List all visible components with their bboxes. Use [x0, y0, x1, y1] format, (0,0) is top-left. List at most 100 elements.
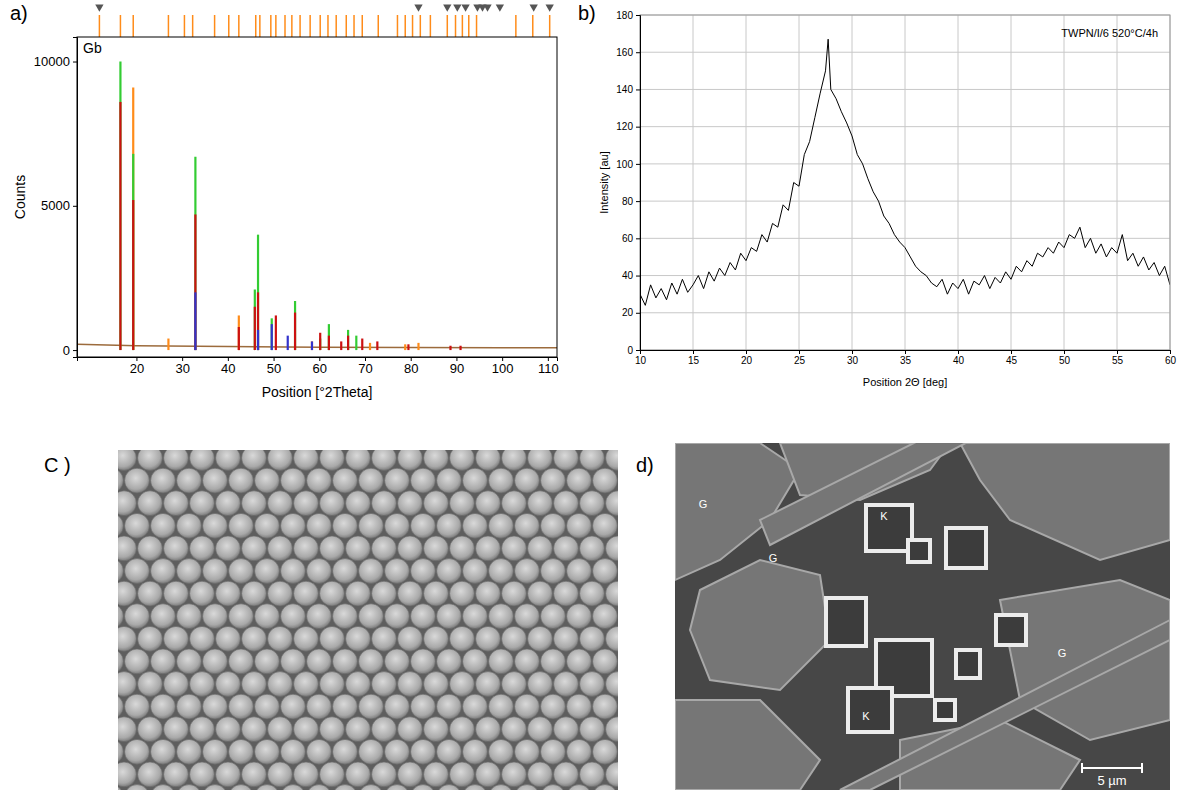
- sphere: [606, 536, 618, 561]
- sphere: [203, 468, 228, 493]
- sphere: [203, 739, 228, 764]
- peak-stem: [355, 336, 357, 350]
- crystal: [826, 598, 866, 646]
- grid-line: [905, 15, 906, 350]
- sphere: [346, 450, 371, 470]
- sphere: [177, 513, 202, 538]
- sphere: [554, 491, 579, 516]
- sphere: [255, 468, 280, 493]
- sphere: [294, 717, 319, 742]
- sphere: [190, 626, 215, 651]
- sphere: [554, 717, 579, 742]
- sphere: [307, 649, 332, 674]
- sphere: [229, 468, 254, 493]
- reference-tick: [412, 15, 414, 37]
- sphere: [294, 762, 319, 787]
- tick: 10: [635, 350, 647, 366]
- sphere: [463, 513, 488, 538]
- sphere: [528, 672, 553, 697]
- y-axis-title: Intensity [au]: [598, 151, 610, 213]
- sphere: [125, 785, 150, 790]
- reference-tick: [319, 15, 321, 37]
- reference-tick: [120, 15, 122, 37]
- sphere: [593, 785, 618, 790]
- tick-label: 140: [616, 84, 633, 95]
- peak-stem: [132, 87, 134, 350]
- sphere: [385, 468, 410, 493]
- axis-line: [636, 16, 641, 351]
- sphere: [118, 559, 123, 584]
- sphere: [385, 785, 410, 790]
- sphere: [346, 717, 371, 742]
- sphere: [385, 694, 410, 719]
- sphere: [320, 626, 345, 651]
- marker-triangle: [496, 5, 504, 12]
- tick-mark: [1117, 350, 1118, 354]
- tick-mark: [799, 350, 800, 354]
- sphere: [190, 672, 215, 697]
- sphere: [606, 672, 618, 697]
- sphere: [151, 739, 176, 764]
- tick: 80: [622, 196, 640, 207]
- crystal: [946, 528, 986, 568]
- reference-tick: [275, 15, 277, 37]
- sphere: [515, 649, 540, 674]
- sphere: [424, 626, 449, 651]
- sphere: [541, 694, 566, 719]
- sphere: [151, 785, 176, 790]
- reference-tick: [192, 15, 194, 37]
- sphere: [359, 468, 384, 493]
- peak-stem: [369, 343, 371, 350]
- sphere: [398, 491, 423, 516]
- sphere: [528, 491, 553, 516]
- sphere: [476, 581, 501, 606]
- reference-tick: [214, 15, 216, 37]
- sphere: [502, 626, 527, 651]
- sphere: [411, 559, 436, 584]
- sphere: [359, 649, 384, 674]
- crystal: [908, 540, 930, 562]
- sphere: [515, 604, 540, 629]
- sphere: [593, 649, 618, 674]
- tick: 40: [622, 270, 640, 281]
- peak-stem: [449, 346, 451, 350]
- sphere: [138, 626, 163, 651]
- tick-label: 55: [1112, 355, 1124, 366]
- tick: 140: [616, 84, 640, 95]
- sphere: [398, 762, 423, 787]
- tick-label: 80: [404, 361, 418, 376]
- tick-mark: [1064, 350, 1065, 354]
- sphere: [502, 762, 527, 787]
- micrograph: [118, 450, 618, 790]
- sphere: [307, 559, 332, 584]
- micrograph-ground: [675, 443, 1170, 790]
- grid-line: [958, 15, 959, 350]
- marker-triangle: [483, 5, 491, 12]
- reference-tick: [255, 15, 257, 37]
- sphere: [541, 604, 566, 629]
- tick-label: 160: [616, 47, 633, 58]
- sphere: [450, 491, 475, 516]
- sphere: [138, 717, 163, 742]
- grid-line: [640, 201, 1170, 202]
- sphere: [216, 717, 241, 742]
- peak-stem: [319, 333, 321, 350]
- sphere: [151, 559, 176, 584]
- phase-label: K: [862, 710, 870, 722]
- sphere: [229, 785, 254, 790]
- sphere: [320, 762, 345, 787]
- sphere: [489, 785, 514, 790]
- sphere: [242, 581, 267, 606]
- sphere: [268, 762, 293, 787]
- peak-stem: [132, 154, 134, 350]
- tick: 5000: [41, 198, 77, 213]
- reference-tick: [468, 15, 470, 37]
- sphere: [164, 672, 189, 697]
- sphere: [580, 717, 605, 742]
- tick-label: 100: [492, 361, 514, 376]
- y-axis-title: Counts: [12, 175, 28, 219]
- sphere: [554, 672, 579, 697]
- sphere: [502, 450, 527, 470]
- sphere: [281, 739, 306, 764]
- sphere: [118, 694, 123, 719]
